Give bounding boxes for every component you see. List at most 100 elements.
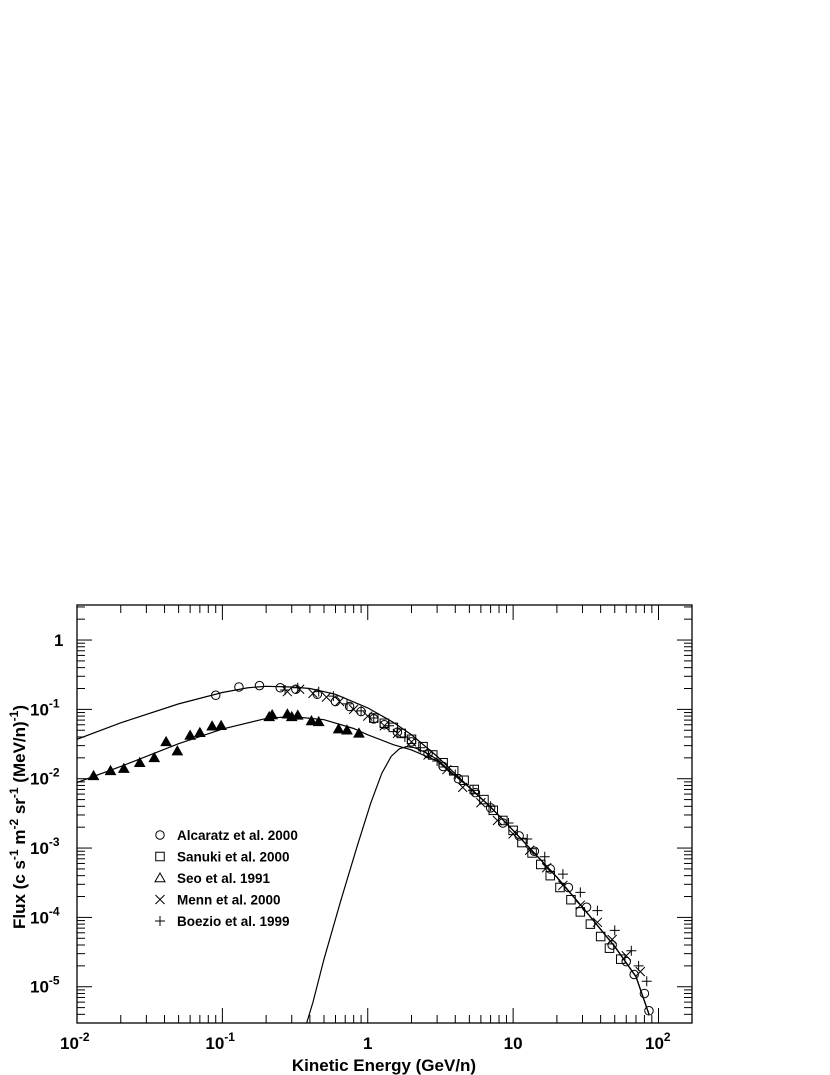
data-point — [160, 735, 172, 747]
y-title-part: m — [10, 830, 29, 850]
model-curve-2 — [77, 715, 650, 1015]
axis-ticks — [76, 605, 692, 1024]
legend-label: Sanuki et al. 2000 — [177, 850, 290, 865]
data-point — [193, 726, 206, 738]
data-point — [291, 709, 304, 720]
data-point — [629, 969, 639, 980]
data-point — [308, 688, 318, 699]
data-point — [621, 950, 632, 961]
data-point — [305, 714, 318, 726]
data-point — [469, 784, 479, 795]
data-point — [541, 862, 552, 873]
tick-exponent: -2 — [79, 1030, 90, 1044]
data-point — [148, 751, 161, 763]
data-point — [558, 880, 568, 891]
tick-base: 10 — [30, 770, 49, 789]
data-point — [626, 945, 637, 956]
data-point — [457, 782, 468, 793]
data-point — [485, 801, 496, 812]
legend-item: Menn et al. 2000 — [155, 893, 281, 908]
series-square — [369, 713, 626, 964]
legend-marker — [154, 871, 166, 883]
legend-item: Sanuki et al. 2000 — [155, 850, 290, 865]
data-point — [292, 682, 303, 693]
series-cross — [282, 684, 646, 977]
data-point — [184, 729, 196, 740]
tick-exponent: -1 — [49, 696, 60, 710]
data-point — [104, 764, 117, 776]
series-triangle — [87, 708, 365, 781]
data-point — [498, 815, 508, 826]
data-point — [423, 750, 433, 760]
data-point — [607, 940, 617, 950]
data-point — [383, 720, 394, 731]
data-point — [312, 715, 325, 727]
plot-area — [77, 680, 654, 1023]
data-point — [522, 834, 533, 845]
data-point — [633, 960, 644, 971]
x-tick-label: 10-1 — [205, 1030, 235, 1053]
y-tick-label: 10-4 — [30, 904, 60, 927]
data-point — [368, 713, 379, 724]
data-point — [479, 794, 489, 805]
tick-base: 10 — [30, 700, 49, 719]
data-point — [604, 943, 615, 953]
tick-exponent: -2 — [49, 766, 60, 780]
data-point — [406, 734, 417, 745]
data-point — [575, 900, 586, 911]
data-point — [321, 692, 332, 703]
data-point — [342, 698, 353, 709]
data-point — [639, 988, 650, 999]
tick-base: 10 — [30, 839, 49, 858]
y-tick-label: 10-2 — [30, 766, 60, 789]
y-tick-label: 1 — [54, 631, 63, 650]
legend-marker — [155, 894, 165, 905]
data-point — [294, 684, 305, 695]
tick-base: 10 — [504, 1034, 523, 1053]
data-point — [418, 741, 428, 752]
tick-base: 10 — [645, 1034, 664, 1053]
data-point — [441, 764, 452, 775]
data-point — [133, 756, 146, 767]
data-point — [585, 919, 596, 929]
model-curve-3 — [306, 746, 650, 1023]
data-point — [524, 845, 535, 856]
data-point — [330, 696, 341, 707]
data-point — [575, 907, 586, 917]
tick-base: 10 — [60, 1034, 79, 1053]
tick-base: 10 — [30, 908, 49, 927]
data-point — [362, 711, 373, 721]
y-tick-label: 10-5 — [30, 974, 60, 997]
data-point — [641, 976, 652, 987]
tick-base: 10 — [205, 1034, 224, 1053]
data-point — [575, 887, 586, 898]
data-point — [353, 727, 365, 738]
legend-item: Seo et al. 1991 — [154, 871, 271, 886]
data-point — [503, 817, 514, 828]
data-point — [280, 685, 291, 696]
data-point — [415, 742, 426, 753]
tick-exponent: -5 — [49, 974, 60, 988]
data-point — [399, 731, 410, 742]
y-title-part: sr — [10, 798, 29, 819]
tick-exponent: -3 — [49, 835, 60, 849]
data-point — [539, 851, 550, 862]
data-point — [566, 894, 576, 905]
data-point — [171, 745, 184, 756]
data-point — [332, 723, 345, 734]
data-point — [356, 705, 367, 716]
data-point — [508, 829, 518, 839]
data-point — [87, 769, 100, 781]
x-tick-label: 102 — [645, 1030, 671, 1053]
data-point — [312, 689, 323, 700]
data-point — [328, 691, 339, 702]
data-point — [254, 680, 265, 691]
data-point — [621, 956, 631, 967]
tick-exponent: 2 — [664, 1030, 671, 1044]
data-point — [117, 762, 130, 773]
x-tick-label: 1 — [363, 1034, 372, 1053]
data-point — [448, 766, 459, 776]
data-point — [595, 931, 606, 942]
legend-label: Boezio et al. 1999 — [177, 914, 290, 929]
